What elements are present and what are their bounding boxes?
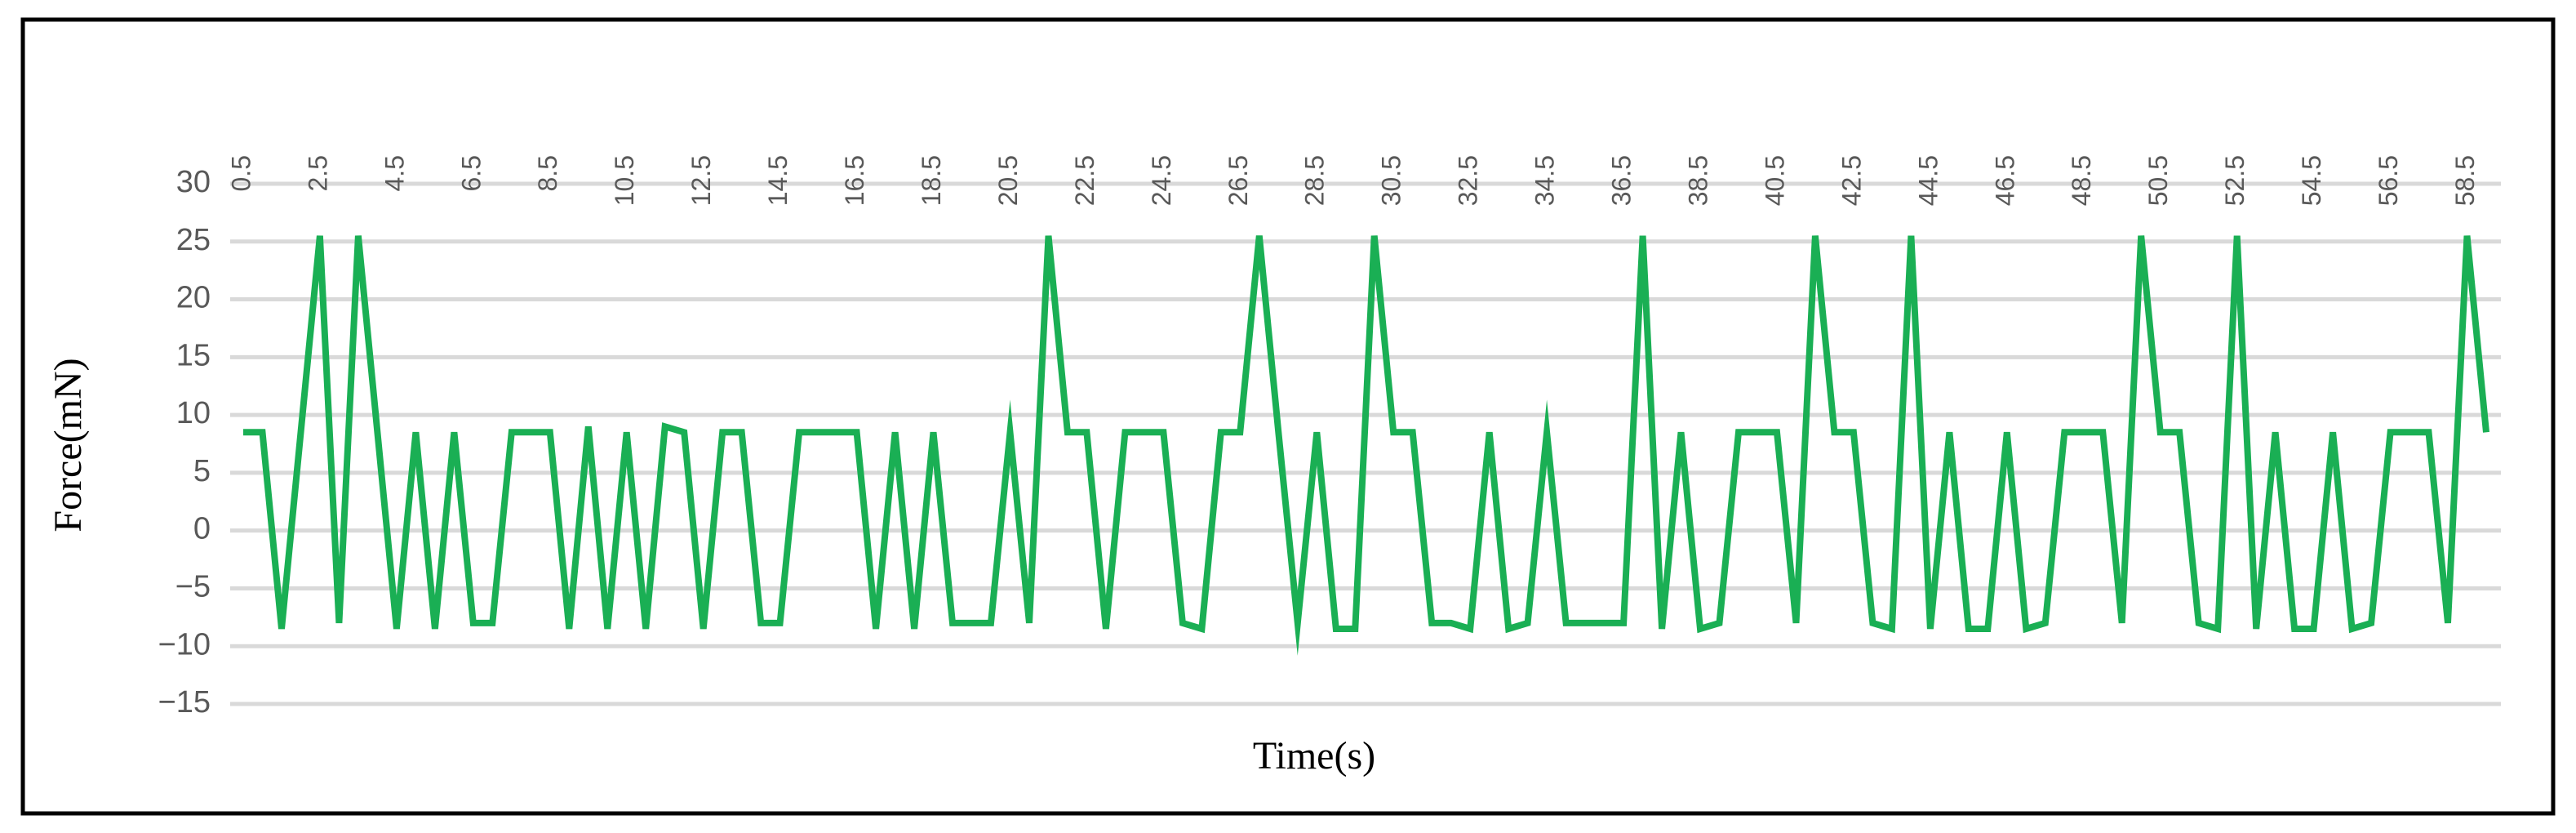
grid bbox=[230, 181, 2501, 706]
y-tick-label: 20 bbox=[176, 281, 211, 315]
x-tick-label: 32.5 bbox=[1454, 155, 1483, 206]
x-tick-label: 10.5 bbox=[610, 155, 639, 206]
x-tick-label: 40.5 bbox=[1760, 155, 1789, 206]
x-tick-label: 30.5 bbox=[1377, 155, 1406, 206]
x-tick-label: 22.5 bbox=[1070, 155, 1099, 206]
x-tick-label: 56.5 bbox=[2374, 155, 2403, 206]
x-tick-label: 44.5 bbox=[1913, 155, 1943, 206]
y-tick-label: −15 bbox=[158, 685, 211, 719]
y-tick-label: 0 bbox=[193, 512, 211, 546]
x-tick-label: 38.5 bbox=[1683, 155, 1712, 206]
x-tick-label: 28.5 bbox=[1300, 155, 1330, 206]
x-tick-label: 4.5 bbox=[380, 155, 409, 191]
y-tick-label: −5 bbox=[175, 569, 211, 604]
y-tick-label: 5 bbox=[193, 454, 211, 488]
data-line bbox=[243, 235, 2489, 656]
x-tick-label: 0.5 bbox=[226, 155, 255, 191]
x-tick-label: 42.5 bbox=[1837, 155, 1866, 206]
x-tick-label: 58.5 bbox=[2450, 155, 2480, 206]
plot-area bbox=[243, 235, 2489, 656]
x-axis-title: Time(s) bbox=[1253, 734, 1375, 777]
x-tick-label: 52.5 bbox=[2220, 155, 2250, 206]
y-tick-label: 10 bbox=[176, 396, 211, 430]
y-tick-label: 15 bbox=[176, 338, 211, 372]
x-tick-label: 8.5 bbox=[533, 155, 562, 191]
x-tick-label: 18.5 bbox=[917, 155, 946, 206]
x-tick-label: 26.5 bbox=[1224, 155, 1253, 206]
x-tick-label: 12.5 bbox=[686, 155, 716, 206]
x-tick-label: 16.5 bbox=[840, 155, 869, 206]
x-tick-label: 36.5 bbox=[1607, 155, 1637, 206]
y-tick-label: 30 bbox=[176, 165, 211, 199]
y-axis-title: Force(mN) bbox=[47, 358, 90, 532]
x-tick-label: 50.5 bbox=[2143, 155, 2173, 206]
x-tick-label: 20.5 bbox=[993, 155, 1023, 206]
x-tick-label: 34.5 bbox=[1530, 155, 1560, 206]
y-tick-label: −10 bbox=[158, 627, 211, 662]
x-tick-label: 46.5 bbox=[1990, 155, 2019, 206]
x-tick-label: 14.5 bbox=[763, 155, 793, 206]
x-tick-label: 6.5 bbox=[456, 155, 486, 191]
y-tick-label: 25 bbox=[176, 223, 211, 257]
x-tick-label: 2.5 bbox=[303, 155, 332, 191]
x-tick-label: 24.5 bbox=[1147, 155, 1176, 206]
x-tick-label: 54.5 bbox=[2297, 155, 2326, 206]
chart-border bbox=[20, 17, 2556, 816]
x-tick-label: 48.5 bbox=[2067, 155, 2096, 206]
